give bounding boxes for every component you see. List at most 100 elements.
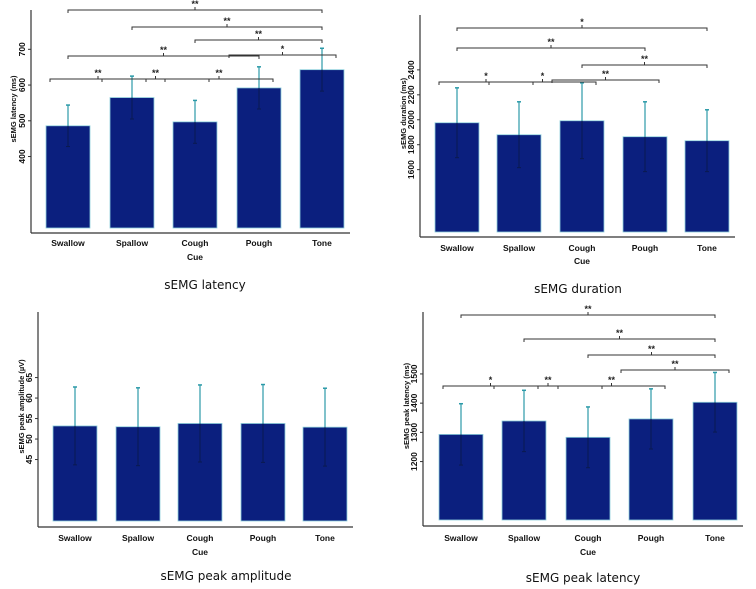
significance-label: **	[648, 344, 656, 354]
significance-label: **	[608, 375, 616, 385]
x-tick-label: Pough	[246, 238, 272, 248]
significance-bracket	[460, 312, 716, 318]
x-tick-label: Spallow	[116, 238, 149, 248]
y-tick-label: 2200	[406, 85, 416, 104]
x-axis-label: Cue	[580, 547, 596, 557]
bar-pough	[240, 423, 286, 522]
significance-label: *	[489, 375, 493, 385]
significance-bracket	[67, 53, 260, 59]
significance-bracket	[620, 367, 730, 373]
y-tick-label: 1200	[409, 452, 419, 471]
significance-label: *	[484, 71, 488, 81]
y-tick-label: 1600	[406, 160, 416, 179]
significance-label: **	[671, 359, 679, 369]
y-axis-label: sEMG peak latency (ms)	[402, 362, 411, 449]
y-axis-label: sEMG duration (ms)	[399, 77, 408, 149]
y-axis-label: sEMG peak amplitude (µV)	[17, 359, 26, 454]
y-tick-label: 1300	[409, 423, 419, 442]
significance-bracket	[456, 45, 646, 51]
significance-bracket	[551, 77, 660, 83]
x-tick-label: Pough	[632, 243, 658, 253]
y-tick-label: 700	[17, 42, 27, 56]
significance-bracket	[131, 24, 323, 30]
significance-label: **	[602, 69, 610, 79]
x-axis-label: Cue	[192, 547, 208, 557]
x-tick-label: Tone	[315, 533, 335, 543]
significance-bracket	[488, 79, 597, 85]
significance-label: **	[547, 37, 555, 47]
significance-label: **	[584, 304, 592, 314]
bar-pough	[236, 87, 282, 229]
significance-bracket	[194, 37, 323, 43]
significance-label: **	[94, 68, 102, 78]
y-tick-label: 1500	[409, 364, 419, 383]
chart-title: sEMG duration	[534, 282, 622, 296]
significance-bracket	[101, 76, 210, 82]
significance-bracket	[587, 352, 716, 358]
x-tick-label: Cough	[182, 238, 209, 248]
significance-label: **	[223, 16, 231, 26]
bar-tone	[299, 69, 345, 229]
y-tick-label: 1800	[406, 135, 416, 154]
y-tick-label: 2400	[406, 60, 416, 79]
significance-bracket	[164, 76, 274, 82]
significance-label: *	[541, 71, 545, 81]
chart-title: sEMG peak amplitude	[160, 569, 291, 583]
significance-label: *	[580, 17, 584, 27]
x-tick-label: Swallow	[51, 238, 85, 248]
significance-label: **	[191, 0, 199, 9]
y-tick-label: 1400	[409, 393, 419, 412]
significance-bracket	[67, 7, 323, 13]
significance-label: **	[641, 54, 649, 64]
x-tick-label: Cough	[569, 243, 596, 253]
y-tick-label: 65	[24, 373, 34, 383]
significance-label: **	[255, 29, 263, 39]
significance-bracket	[581, 62, 708, 68]
x-tick-label: Pough	[250, 533, 276, 543]
y-tick-label: 500	[17, 113, 27, 127]
y-tick-label: 55	[24, 414, 34, 424]
x-tick-label: Swallow	[58, 533, 92, 543]
y-axis-label: sEMG latency (ms)	[9, 75, 18, 143]
x-tick-label: Spallow	[503, 243, 536, 253]
significance-label: *	[281, 44, 285, 54]
significance-bracket	[438, 79, 534, 85]
x-axis-label: Cue	[574, 256, 590, 266]
x-tick-label: Tone	[705, 533, 725, 543]
significance-bracket	[557, 383, 666, 389]
significance-bracket	[442, 383, 539, 389]
x-axis-label: Cue	[187, 252, 203, 262]
significance-bracket	[493, 383, 603, 389]
x-tick-label: Spallow	[122, 533, 155, 543]
significance-label: **	[152, 68, 160, 78]
significance-bracket	[456, 25, 708, 31]
significance-bracket	[523, 336, 716, 342]
y-tick-label: 2000	[406, 110, 416, 129]
significance-label: **	[215, 68, 223, 78]
x-tick-label: Spallow	[508, 533, 541, 543]
x-tick-label: Cough	[187, 533, 214, 543]
x-tick-label: Pough	[638, 533, 664, 543]
chart-title: sEMG latency	[164, 278, 245, 292]
significance-label: **	[160, 45, 168, 55]
x-tick-label: Cough	[575, 533, 602, 543]
significance-label: **	[544, 375, 552, 385]
chart-title: sEMG peak latency	[526, 571, 641, 585]
y-tick-label: 60	[24, 393, 34, 403]
x-tick-label: Swallow	[444, 533, 478, 543]
x-tick-label: Swallow	[440, 243, 474, 253]
significance-label: **	[616, 328, 624, 338]
y-tick-label: 45	[24, 455, 34, 465]
significance-bracket	[228, 52, 337, 58]
y-tick-label: 50	[24, 434, 34, 444]
y-tick-label: 600	[17, 78, 27, 92]
y-tick-label: 400	[17, 149, 27, 163]
x-tick-label: Tone	[697, 243, 717, 253]
x-tick-label: Tone	[312, 238, 332, 248]
significance-bracket	[49, 76, 147, 82]
chart-panel-1: 400 500 600 700 sEMG latency (ms) Swallow Spal…	[9, 0, 350, 292]
